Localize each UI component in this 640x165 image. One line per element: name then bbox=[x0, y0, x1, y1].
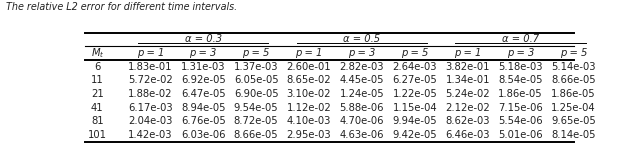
Text: 8.62e-03: 8.62e-03 bbox=[445, 116, 490, 126]
Text: 2.12e-02: 2.12e-02 bbox=[445, 103, 490, 113]
Text: 1.88e-02: 1.88e-02 bbox=[128, 89, 173, 99]
Text: 1.83e-01: 1.83e-01 bbox=[128, 62, 173, 72]
Text: 5.24e-02: 5.24e-02 bbox=[445, 89, 490, 99]
Text: 81: 81 bbox=[91, 116, 104, 126]
Text: 1.15e-04: 1.15e-04 bbox=[392, 103, 437, 113]
Text: 6.17e-03: 6.17e-03 bbox=[128, 103, 173, 113]
Text: 4.70e-06: 4.70e-06 bbox=[340, 116, 384, 126]
Text: 8.66e-05: 8.66e-05 bbox=[551, 75, 596, 85]
Text: 1.86e-05: 1.86e-05 bbox=[551, 89, 596, 99]
Text: 6.05e-05: 6.05e-05 bbox=[234, 75, 278, 85]
Text: 5.14e-03: 5.14e-03 bbox=[551, 62, 596, 72]
Text: 1.12e-02: 1.12e-02 bbox=[287, 103, 332, 113]
Text: 9.42e-05: 9.42e-05 bbox=[392, 130, 437, 140]
Text: p = 1: p = 1 bbox=[295, 48, 323, 58]
Text: 4.45e-05: 4.45e-05 bbox=[340, 75, 384, 85]
Text: 1.42e-03: 1.42e-03 bbox=[128, 130, 173, 140]
Text: 1.37e-03: 1.37e-03 bbox=[234, 62, 278, 72]
Text: 2.04e-03: 2.04e-03 bbox=[128, 116, 172, 126]
Text: 1.34e-01: 1.34e-01 bbox=[445, 75, 490, 85]
Text: p = 3: p = 3 bbox=[507, 48, 534, 58]
Text: 2.60e-01: 2.60e-01 bbox=[287, 62, 332, 72]
Text: 1.24e-05: 1.24e-05 bbox=[340, 89, 384, 99]
Text: 1.31e-03: 1.31e-03 bbox=[181, 62, 225, 72]
Text: 1.25e-04: 1.25e-04 bbox=[551, 103, 596, 113]
Text: The relative L2 error for different time intervals.: The relative L2 error for different time… bbox=[6, 2, 237, 12]
Text: 6.46e-03: 6.46e-03 bbox=[445, 130, 490, 140]
Text: 8.94e-05: 8.94e-05 bbox=[181, 103, 225, 113]
Text: p = 5: p = 5 bbox=[560, 48, 588, 58]
Text: 9.94e-05: 9.94e-05 bbox=[392, 116, 437, 126]
Text: 7.15e-06: 7.15e-06 bbox=[498, 103, 543, 113]
Text: 6: 6 bbox=[94, 62, 100, 72]
Text: 6.47e-05: 6.47e-05 bbox=[181, 89, 225, 99]
Text: 5.01e-06: 5.01e-06 bbox=[499, 130, 543, 140]
Text: 41: 41 bbox=[91, 103, 104, 113]
Text: p = 5: p = 5 bbox=[401, 48, 429, 58]
Text: 8.72e-05: 8.72e-05 bbox=[234, 116, 278, 126]
Text: 101: 101 bbox=[88, 130, 107, 140]
Text: 6.92e-05: 6.92e-05 bbox=[180, 75, 225, 85]
Text: 1.22e-05: 1.22e-05 bbox=[392, 89, 437, 99]
Text: 6.90e-05: 6.90e-05 bbox=[234, 89, 278, 99]
Text: 4.63e-06: 4.63e-06 bbox=[340, 130, 384, 140]
Text: 5.54e-06: 5.54e-06 bbox=[499, 116, 543, 126]
Text: p = 3: p = 3 bbox=[189, 48, 217, 58]
Text: α = 0.3: α = 0.3 bbox=[184, 34, 221, 44]
Text: 3.10e-02: 3.10e-02 bbox=[287, 89, 332, 99]
Text: 6.03e-06: 6.03e-06 bbox=[181, 130, 225, 140]
Text: 8.14e-05: 8.14e-05 bbox=[551, 130, 596, 140]
Text: 6.27e-05: 6.27e-05 bbox=[392, 75, 437, 85]
Text: 5.88e-06: 5.88e-06 bbox=[340, 103, 384, 113]
Text: 2.95e-03: 2.95e-03 bbox=[287, 130, 332, 140]
Text: 11: 11 bbox=[91, 75, 104, 85]
Text: 9.65e-05: 9.65e-05 bbox=[551, 116, 596, 126]
Text: p = 1: p = 1 bbox=[136, 48, 164, 58]
Text: 6.76e-05: 6.76e-05 bbox=[180, 116, 225, 126]
Text: 1.86e-05: 1.86e-05 bbox=[499, 89, 543, 99]
Text: 5.72e-02: 5.72e-02 bbox=[128, 75, 173, 85]
Text: 4.10e-03: 4.10e-03 bbox=[287, 116, 331, 126]
Text: 8.66e-05: 8.66e-05 bbox=[234, 130, 278, 140]
Text: 3.82e-01: 3.82e-01 bbox=[445, 62, 490, 72]
Text: p = 3: p = 3 bbox=[348, 48, 376, 58]
Text: 9.54e-05: 9.54e-05 bbox=[234, 103, 278, 113]
Text: 21: 21 bbox=[91, 89, 104, 99]
Text: α = 0.5: α = 0.5 bbox=[343, 34, 380, 44]
Text: 5.18e-03: 5.18e-03 bbox=[499, 62, 543, 72]
Text: p = 1: p = 1 bbox=[454, 48, 481, 58]
Text: α = 0.7: α = 0.7 bbox=[502, 34, 539, 44]
Text: 8.54e-05: 8.54e-05 bbox=[499, 75, 543, 85]
Text: p = 5: p = 5 bbox=[243, 48, 270, 58]
Text: 2.82e-03: 2.82e-03 bbox=[340, 62, 384, 72]
Text: 8.65e-02: 8.65e-02 bbox=[287, 75, 332, 85]
Text: $M_t$: $M_t$ bbox=[91, 46, 104, 60]
Text: 2.64e-03: 2.64e-03 bbox=[392, 62, 437, 72]
